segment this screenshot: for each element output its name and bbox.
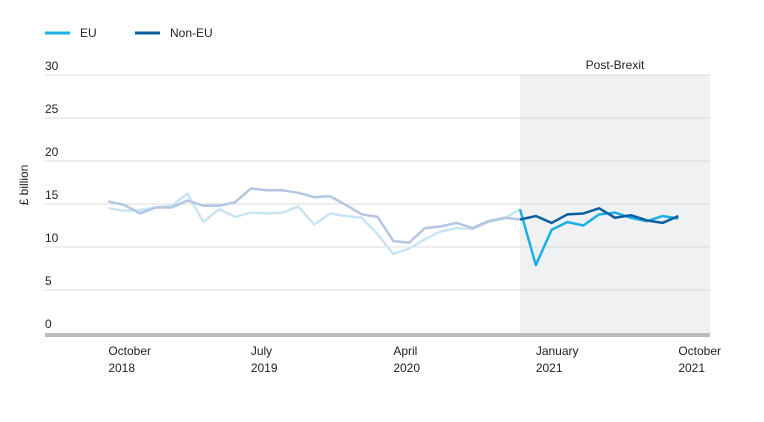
region-label: Post-Brexit [586,58,645,72]
x-axis-bar [45,333,710,337]
y-tick-label: 10 [45,231,59,245]
legend-label: EU [80,26,97,40]
y-tick-label: 25 [45,102,59,116]
line-faded [108,192,521,256]
line [518,208,679,267]
y-tick-label: 0 [45,317,52,331]
x-tick-label: October 2021 [678,344,721,375]
legend-label: Non-EU [170,26,213,40]
y-tick-label: 20 [45,145,59,159]
x-tick-label: July 2019 [251,344,278,375]
y-tick-label: 5 [45,274,52,288]
x-tick-label: January 2021 [536,344,579,375]
y-tick-label: 15 [45,188,59,202]
line-faded [108,187,521,244]
x-tick-label: April 2020 [393,344,420,375]
y-axis-label: £ billion [17,165,31,206]
x-tick-label: October 2018 [108,344,151,375]
y-tick-label: 30 [45,59,59,73]
line [519,207,679,225]
